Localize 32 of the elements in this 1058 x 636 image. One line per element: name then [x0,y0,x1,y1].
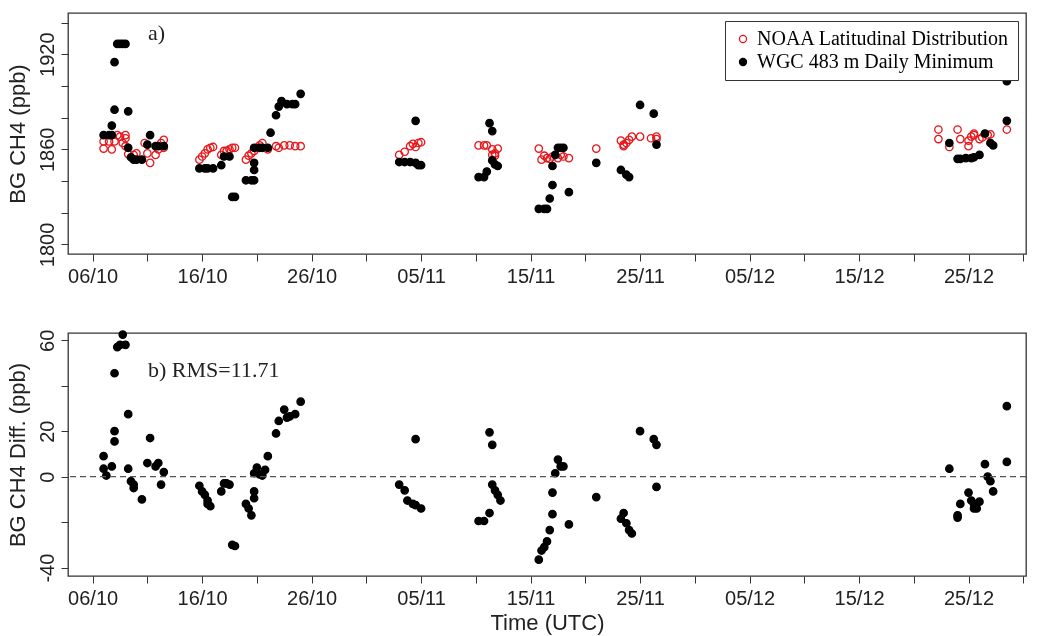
y-tick-label: 1800 [35,222,58,268]
y-tick-label: 1920 [35,32,58,77]
x-axis-title: Time (UTC) [490,609,605,635]
y-tick-label: -40 [35,553,58,583]
x-tick-label: 25/12 [943,586,995,609]
x-tick-label: 25/11 [616,264,665,287]
x-tick-label: 15/11 [506,264,556,287]
x-tick-label: 06/10 [68,586,119,609]
x-tick-label: 05/11 [397,586,446,609]
x-tick-label: 26/10 [287,586,338,609]
y-axis-title: BG CH4 Diff. (ppb) [4,362,30,548]
x-tick-label: 15/12 [834,264,885,287]
x-tick-label: 15/11 [506,586,556,609]
annotation: b) RMS=11.71 [148,357,280,382]
annotation: a) [148,20,166,45]
x-tick-label: 25/11 [616,586,665,609]
x-tick-label: 25/12 [943,264,995,287]
x-tick-label: 05/12 [725,264,776,287]
x-tick-label: 06/10 [68,264,119,287]
x-tick-label: 05/11 [397,264,446,287]
x-tick-label: 15/12 [834,586,885,609]
x-tick-label: 05/12 [725,586,776,609]
y-tick-label: 20 [35,420,58,443]
y-axis-title: BG CH4 (ppb) [4,64,30,204]
legend-label: WGC 483 m Daily Minimum [757,50,995,73]
y-tick-label: 0 [35,471,58,483]
legend-label: NOAA Latitudinal Distribution [757,27,1009,49]
x-tick-label: 16/10 [177,264,228,287]
y-tick-label: 60 [35,329,58,352]
y-tick-label: 1860 [35,127,58,173]
x-tick-label: 26/10 [287,264,338,287]
x-tick-label: 16/10 [177,586,228,609]
